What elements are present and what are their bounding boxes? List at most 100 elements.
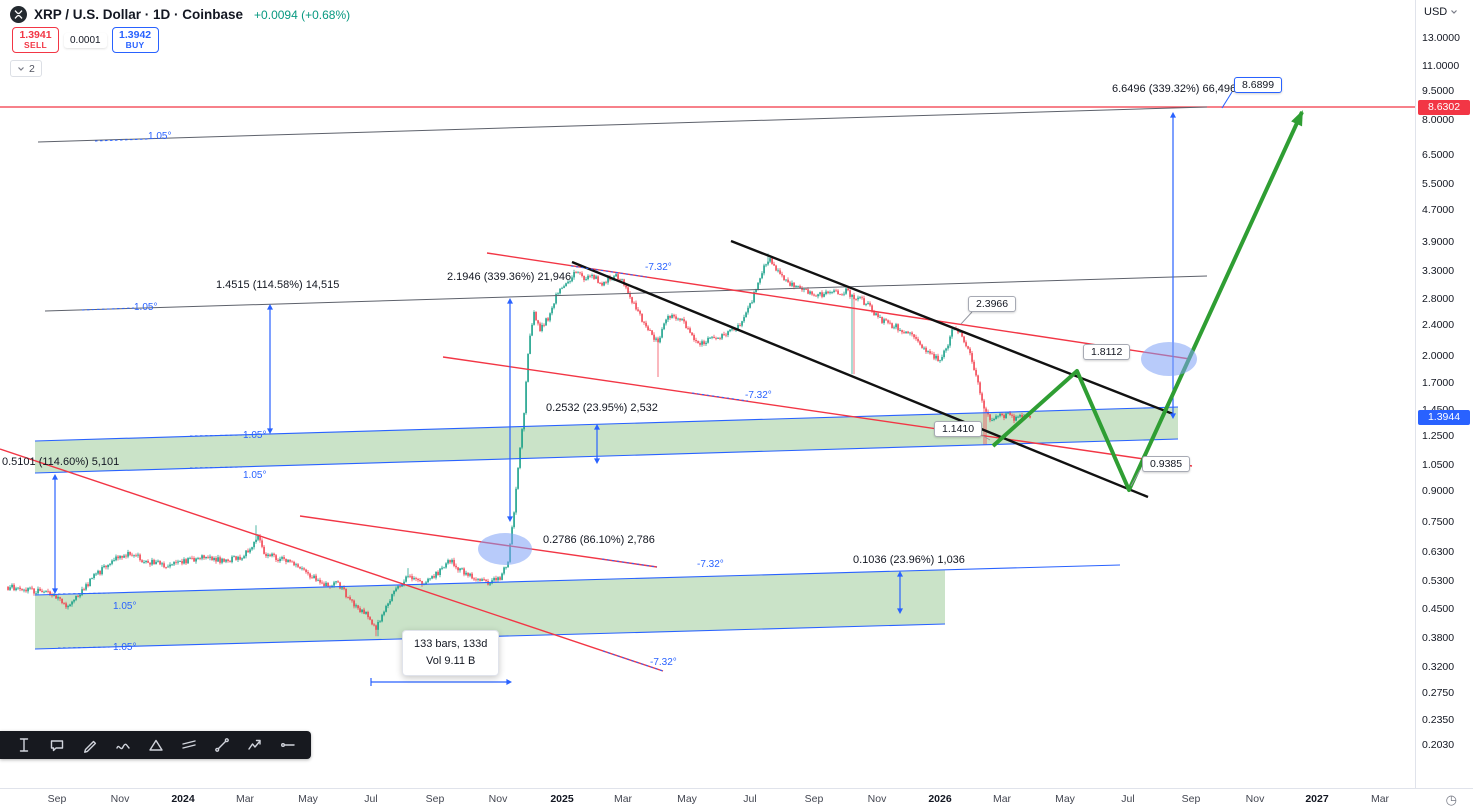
price-tick: 5.5000 <box>1422 177 1455 190</box>
price-tick: 2.8000 <box>1422 292 1455 305</box>
chart-canvas[interactable]: 6.6496 (339.32%) 66,496 1.4515 (114.58%) … <box>0 0 1415 788</box>
time-tick: Nov <box>1245 793 1265 805</box>
time-tick: Jul <box>364 793 378 805</box>
arrowhead <box>267 428 273 434</box>
upper-green-channel <box>35 407 1178 473</box>
spread-value: 0.0001 <box>64 32 107 48</box>
price-axis[interactable]: 13.0000 11.0000 9.5000 8.0000 6.5000 5.5000 4.… <box>1415 0 1473 788</box>
parallel-channel-tool-icon[interactable] <box>175 733 202 757</box>
arrowhead <box>897 571 903 577</box>
red-trendline-d <box>299 515 658 568</box>
xrp-logo-icon <box>10 6 27 23</box>
arrowhead <box>506 679 512 685</box>
drawings-count-button[interactable]: 2 <box>10 60 42 77</box>
angle-dash-segment <box>602 650 664 672</box>
sell-price: 1.3941 <box>19 29 52 42</box>
arrowhead <box>507 516 513 522</box>
time-axis[interactable]: ◷ Sep Nov 2024 Mar May Jul Sep Nov 2025 Mar May Jul… <box>0 788 1473 810</box>
price-tag-tail <box>1130 469 1141 487</box>
angle-dash-segment <box>94 138 149 142</box>
brush-tool-icon[interactable] <box>76 733 103 757</box>
price-tick: 0.3200 <box>1422 661 1455 674</box>
angle-dash-segment <box>691 392 749 402</box>
price-tick: 6.5000 <box>1422 149 1455 162</box>
arrowhead <box>1170 413 1176 419</box>
price-badge: 1.3944 <box>1418 409 1470 425</box>
price-tick: 9.5000 <box>1422 84 1455 97</box>
price-tag-tail <box>960 311 973 325</box>
arrowhead <box>507 298 513 304</box>
signature-tool-icon[interactable] <box>109 733 136 757</box>
time-tick: 2026 <box>928 793 952 805</box>
mid-gray-trendline <box>44 275 1208 312</box>
arrowhead <box>594 458 600 464</box>
angle-dash-segment <box>57 646 113 649</box>
price-tick: 3.3000 <box>1422 264 1455 277</box>
arrowhead <box>594 424 600 430</box>
price-change: +0.0094 (+0.68%) <box>254 7 351 22</box>
time-tick: Sep <box>47 793 67 805</box>
channel-border-line <box>34 564 1121 596</box>
time-tick: Sep <box>425 793 445 805</box>
price-tick: 0.2350 <box>1422 713 1455 726</box>
arrowhead <box>897 608 903 614</box>
price-tick: 2.0000 <box>1422 349 1455 362</box>
price-tick: 0.5300 <box>1422 575 1455 588</box>
time-tick: Jul <box>743 793 757 805</box>
time-tick: Mar <box>235 793 255 805</box>
chevron-down-icon <box>17 65 25 73</box>
time-tick: Nov <box>110 793 130 805</box>
buy-button[interactable]: 1.3942 BUY <box>111 27 159 53</box>
upper-gray-trendline <box>37 106 1208 143</box>
arrowhead <box>1170 112 1176 118</box>
favorite-drawings-toolbar <box>0 731 311 759</box>
time-tick: Sep <box>804 793 824 805</box>
time-tick: Mar <box>1370 793 1390 805</box>
price-tick: 0.2750 <box>1422 687 1455 700</box>
symbol-title[interactable]: XRP / U.S. Dollar · 1D · Coinbase <box>34 7 244 22</box>
time-tick: May <box>298 793 318 805</box>
trendline-tool-icon[interactable] <box>208 733 235 757</box>
currency-label: USD <box>1424 6 1448 18</box>
projection-path <box>991 111 1304 492</box>
time-tick: 2025 <box>550 793 574 805</box>
sell-button[interactable]: 1.3941 SELL <box>12 27 59 53</box>
timezone-clock-icon[interactable]: ◷ <box>1445 792 1457 807</box>
time-tick: May <box>1055 793 1075 805</box>
angle-dash-segment <box>189 434 243 437</box>
projection-arrowhead <box>1291 110 1303 127</box>
symbol-header: XRP / U.S. Dollar · 1D · Coinbase +0.009… <box>10 6 350 23</box>
price-tick: 13.0000 <box>1422 31 1460 44</box>
angle-dash-segment <box>81 307 135 311</box>
triangle-tool-icon[interactable] <box>142 733 169 757</box>
currency-dropdown[interactable]: USD <box>1424 6 1458 18</box>
price-tick: 1.2500 <box>1422 429 1455 442</box>
price-tick: 11.0000 <box>1422 59 1460 72</box>
red-trendline-a <box>486 252 1191 360</box>
time-tick: Mar <box>613 793 633 805</box>
price-tick: 0.2030 <box>1422 738 1455 751</box>
time-tick: May <box>677 793 697 805</box>
chevron-down-icon <box>1450 8 1458 16</box>
highlight-ellipse <box>1141 342 1197 376</box>
buy-price: 1.3942 <box>119 29 152 42</box>
red-trendline-b <box>442 356 1193 467</box>
horizontal-ray-tool-icon[interactable] <box>274 733 301 757</box>
buy-sell-widget: 1.3941 SELL 0.0001 1.3942 BUY <box>12 27 159 53</box>
price-tick: 0.7500 <box>1422 516 1455 529</box>
price-tick: 1.0500 <box>1422 459 1455 472</box>
chart-drawing-layer <box>0 91 1415 686</box>
drawings-count: 2 <box>29 62 35 75</box>
price-tick: 4.7000 <box>1422 204 1455 217</box>
price-tag-tail <box>1221 91 1233 109</box>
price-tick: 0.4500 <box>1422 603 1455 616</box>
price-tick: 2.4000 <box>1422 318 1455 331</box>
zigzag-arrow-tool-icon[interactable] <box>241 733 268 757</box>
time-tick: Mar <box>992 793 1012 805</box>
price-tick: 0.3800 <box>1422 632 1455 645</box>
price-range-tool-icon[interactable] <box>10 733 37 757</box>
callout-tool-icon[interactable] <box>43 733 70 757</box>
time-tick: 2024 <box>171 793 195 805</box>
arrowhead <box>52 474 58 480</box>
